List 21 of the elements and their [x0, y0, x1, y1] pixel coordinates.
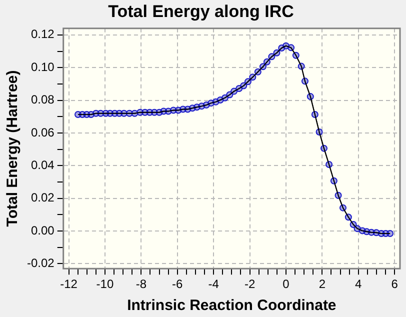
y-tick-label: 0.00 — [30, 223, 55, 238]
y-tick-label: 0.08 — [30, 92, 55, 107]
y-tick-label: 0.04 — [30, 158, 55, 172]
y-axis-title: Total Energy (Hartree) — [4, 70, 22, 227]
x-tick-label: 6 — [391, 277, 398, 292]
y-tick-label: 0.10 — [30, 60, 55, 74]
x-tick-label: -12 — [60, 277, 78, 292]
y-tick-label: 0.06 — [30, 125, 55, 140]
chart-title: Total Energy along IRC — [108, 2, 294, 21]
y-tick-label: 0.12 — [30, 27, 55, 42]
x-tick-label: -4 — [208, 277, 220, 292]
x-tick-label: 0 — [282, 277, 290, 292]
y-tick-label: -0.02 — [26, 256, 55, 270]
x-tick-label: 2 — [318, 277, 326, 292]
x-tick-label: -6 — [172, 277, 184, 292]
x-axis-title: Intrinsic Reaction Coordinate — [127, 297, 336, 314]
x-tick-label: -2 — [244, 277, 256, 292]
y-tick-label: 0.02 — [30, 190, 55, 205]
x-tick-label: -8 — [136, 277, 147, 292]
x-tick-label: -10 — [96, 277, 114, 292]
x-tick-label: 4 — [355, 277, 362, 292]
